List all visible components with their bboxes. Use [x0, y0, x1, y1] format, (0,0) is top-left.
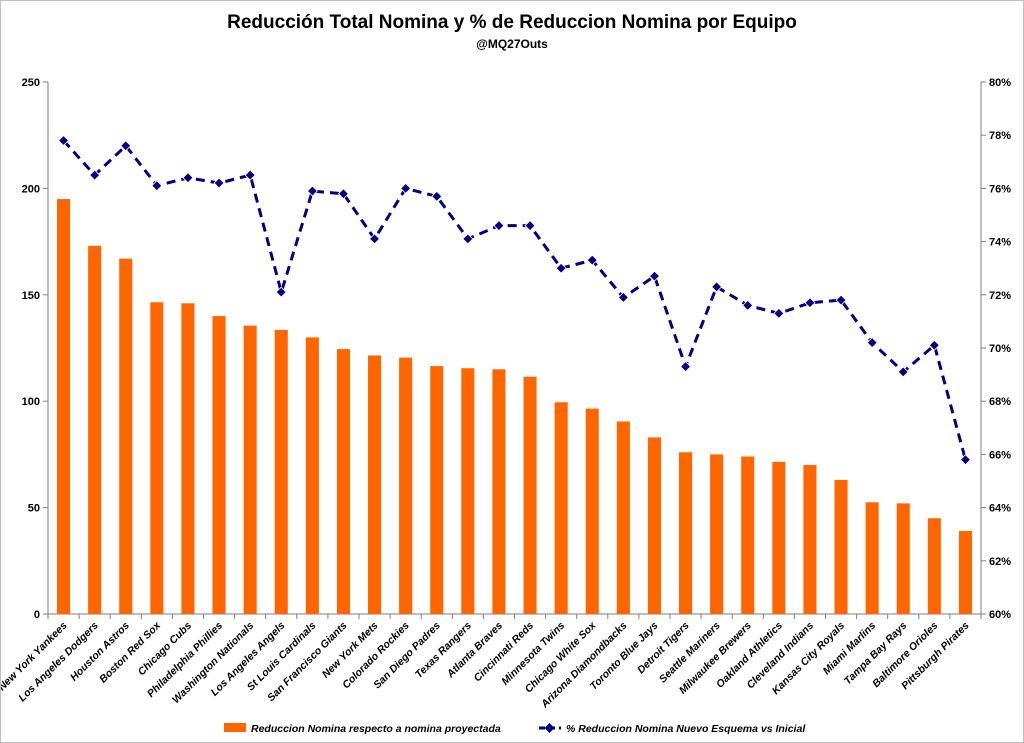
bar [647, 437, 661, 614]
line-point [213, 177, 225, 189]
bar [305, 337, 319, 614]
line-point [897, 366, 909, 378]
bar [181, 303, 195, 614]
left-tick-label: 200 [22, 183, 40, 195]
line-point [680, 361, 692, 373]
line-point [711, 281, 723, 293]
bar [741, 456, 755, 614]
line-series [58, 135, 971, 466]
bar [896, 503, 910, 614]
right-tick-label: 70% [989, 343, 1011, 355]
series-line [62, 139, 967, 461]
bar [150, 302, 164, 614]
line-point [773, 307, 785, 319]
line-point [151, 180, 163, 192]
bar [772, 461, 786, 614]
axes: 0 50 100 150 200 250 60% 62% 64% 66% 68% 70% 72% 74% 7… [22, 77, 1012, 621]
bar [834, 479, 848, 614]
bar [243, 325, 257, 614]
line-point [431, 190, 443, 202]
line-point [959, 454, 971, 466]
bar [88, 245, 102, 614]
right-tick-label: 78% [989, 130, 1011, 142]
right-tick-label: 76% [989, 183, 1011, 195]
chart-subtitle: @MQ27Outs [476, 37, 548, 51]
legend-marker [544, 723, 555, 733]
line-point [462, 233, 474, 245]
bar [492, 369, 506, 614]
bar [927, 518, 941, 614]
bar [865, 502, 879, 614]
line-point [555, 262, 567, 274]
line-point [493, 220, 505, 232]
left-tick-label: 250 [22, 77, 40, 89]
bar [368, 355, 382, 614]
bar [554, 402, 568, 614]
line-point [524, 220, 536, 232]
right-tick-label: 72% [989, 290, 1011, 302]
line-point [182, 172, 194, 184]
line-point [586, 254, 598, 266]
line-point [369, 233, 381, 245]
legend-label-bars: Reduccion Nomina respecto a nomina proye… [251, 723, 501, 735]
bar [336, 349, 350, 614]
line-point [306, 185, 318, 197]
line-point [617, 291, 629, 303]
bar-series [57, 199, 972, 615]
bar [679, 452, 693, 614]
line-point [866, 337, 878, 349]
right-tick-label: 62% [989, 556, 1011, 568]
bar [119, 258, 133, 614]
line-point [928, 339, 940, 351]
bar [399, 357, 413, 614]
bar [616, 421, 630, 614]
line-point [835, 294, 847, 306]
right-tick-label: 60% [989, 609, 1011, 621]
bar [461, 368, 475, 614]
right-tick-label: 80% [989, 77, 1011, 89]
bar [430, 366, 444, 614]
chart-title: Reducción Total Nomina y % de Reduccion … [227, 12, 797, 33]
bar [958, 531, 972, 614]
left-tick-label: 0 [34, 609, 40, 621]
line-point [275, 286, 287, 298]
left-tick-label: 50 [28, 503, 40, 515]
right-tick-label: 64% [989, 503, 1011, 515]
line-point [804, 297, 816, 309]
bar [585, 408, 599, 614]
line-point [337, 188, 349, 200]
line-point [742, 299, 754, 311]
right-tick-label: 68% [989, 396, 1011, 408]
right-tick-label: 66% [989, 449, 1011, 461]
line-point [400, 182, 412, 194]
left-tick-label: 100 [22, 396, 40, 408]
line-point [58, 135, 70, 147]
line-point [89, 169, 101, 181]
right-tick-label: 74% [989, 237, 1011, 249]
line-point [120, 140, 132, 152]
bar [57, 199, 71, 615]
bar [212, 316, 226, 614]
left-tick-label: 150 [22, 290, 40, 302]
bar [523, 376, 537, 614]
bar [274, 329, 288, 614]
line-point [244, 169, 256, 181]
bar [803, 465, 817, 614]
legend-swatch-bars [224, 723, 246, 732]
line-point [648, 270, 660, 282]
legend: Reduccion Nomina respecto a nomina proye… [224, 723, 806, 735]
legend-label-line: % Reduccion Nomina Nuevo Esquema vs Inic… [566, 723, 806, 735]
bar [710, 454, 724, 614]
